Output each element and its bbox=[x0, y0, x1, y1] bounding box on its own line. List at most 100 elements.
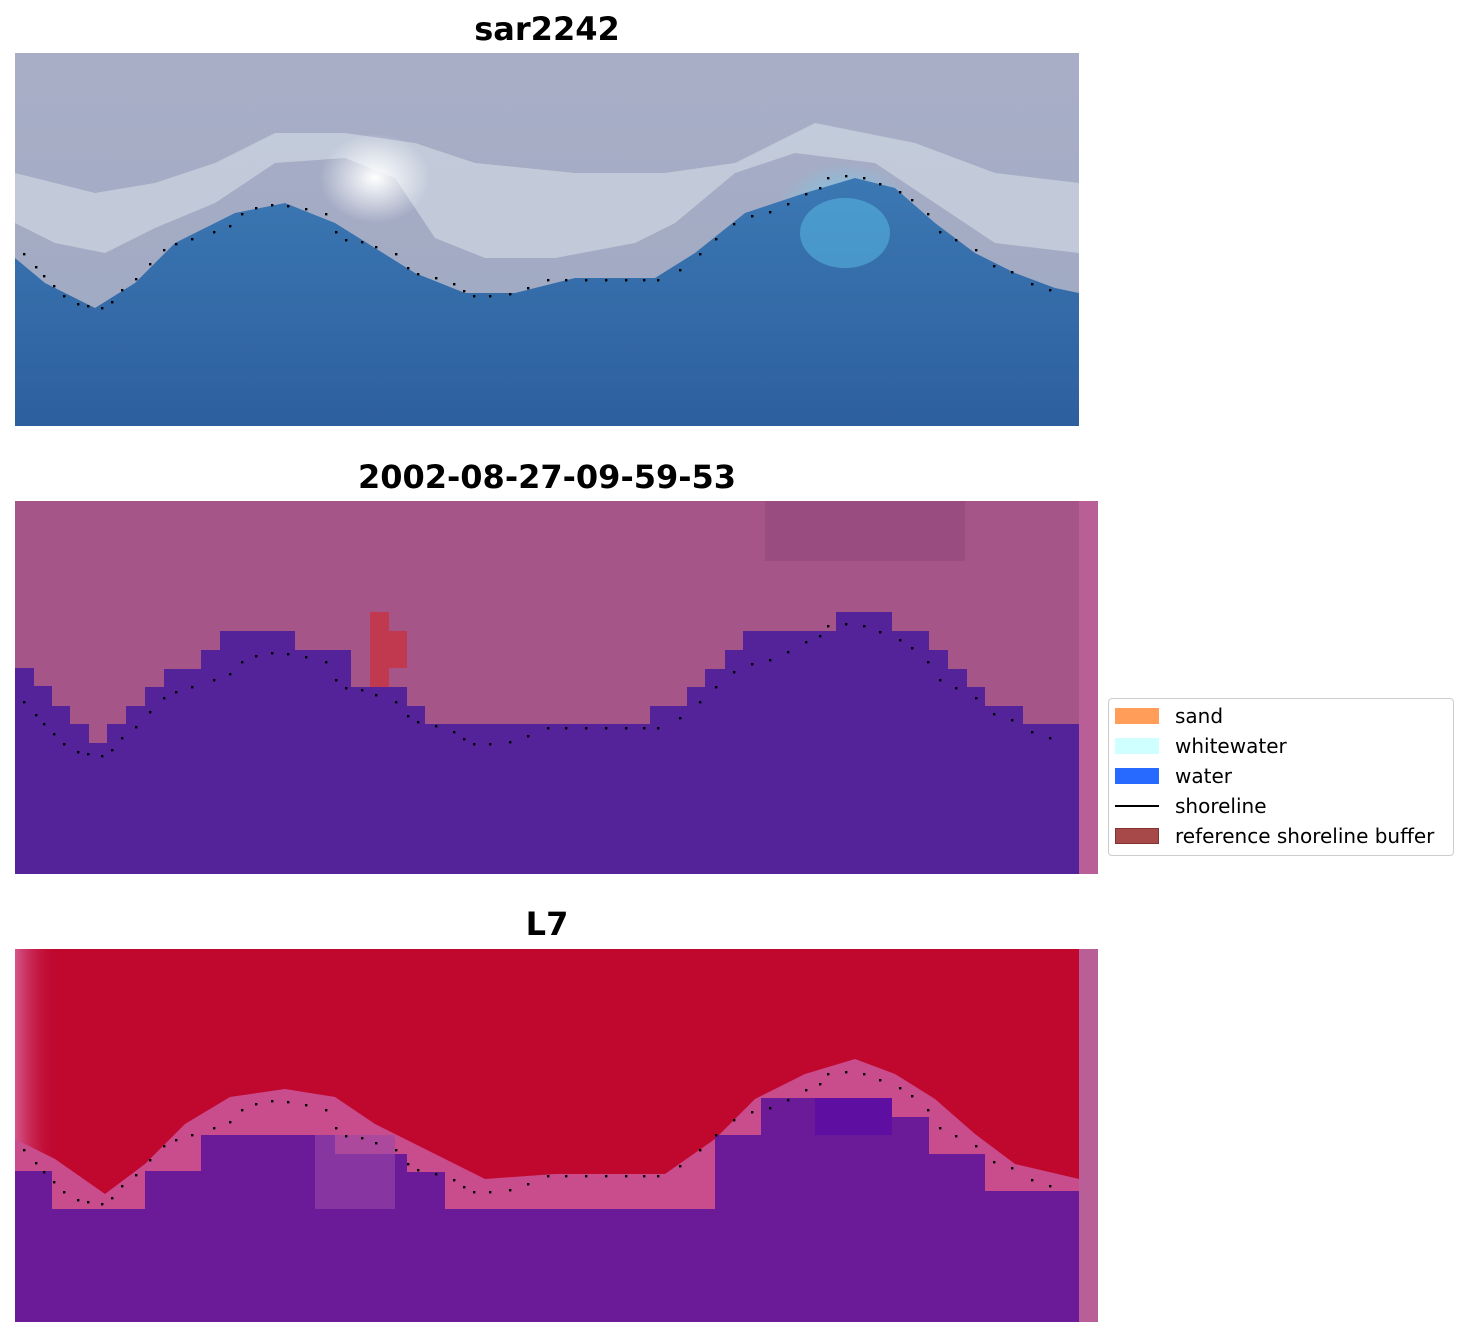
shoreline-point bbox=[643, 727, 646, 730]
shoreline-dots bbox=[23, 623, 1052, 758]
shoreline-point bbox=[345, 239, 348, 242]
shoreline-point bbox=[911, 647, 914, 650]
shoreline-point bbox=[1011, 271, 1014, 274]
shoreline-point bbox=[287, 205, 290, 208]
shoreline-point bbox=[625, 279, 628, 282]
shoreline-point bbox=[407, 1163, 410, 1166]
shoreline-dots bbox=[23, 175, 1052, 310]
shoreline-point bbox=[769, 211, 772, 214]
shoreline-point bbox=[699, 253, 702, 256]
shoreline-point bbox=[121, 1185, 124, 1188]
shoreline-point bbox=[547, 1175, 550, 1178]
shoreline-point bbox=[77, 1199, 80, 1202]
shoreline-point bbox=[149, 1159, 152, 1162]
shoreline-point bbox=[975, 697, 978, 700]
shoreline-point bbox=[77, 303, 80, 306]
colorbar-strip bbox=[1079, 501, 1098, 874]
shoreline-point bbox=[271, 652, 274, 655]
legend: sand whitewater water shoreline referenc… bbox=[1108, 698, 1454, 856]
shoreline-point bbox=[565, 1175, 568, 1178]
shoreline-point bbox=[213, 1127, 216, 1130]
shoreline-point bbox=[733, 223, 736, 226]
shoreline-point bbox=[453, 1179, 456, 1182]
shoreline-point bbox=[899, 1087, 902, 1090]
shoreline-point bbox=[175, 691, 178, 694]
shoreline-point bbox=[35, 1162, 38, 1165]
shoreline-point bbox=[863, 1073, 866, 1076]
shoreline-point bbox=[845, 175, 848, 178]
shoreline-point bbox=[819, 1083, 822, 1086]
shoreline-point bbox=[699, 701, 702, 704]
shoreline-point bbox=[191, 238, 194, 241]
shoreline-point bbox=[229, 1121, 232, 1124]
shoreline-point bbox=[845, 623, 848, 626]
shoreline-point bbox=[927, 661, 930, 664]
shoreline-point bbox=[715, 238, 718, 241]
shoreline-point bbox=[787, 203, 790, 206]
shoreline-point bbox=[43, 723, 46, 726]
shoreline-point bbox=[395, 253, 398, 256]
shoreline-point bbox=[111, 749, 114, 752]
shoreline-point bbox=[787, 651, 790, 654]
shoreline-point bbox=[955, 1135, 958, 1138]
shoreline-point bbox=[135, 726, 138, 729]
shoreline-point bbox=[585, 1175, 588, 1178]
shoreline-point bbox=[241, 1109, 244, 1112]
shoreline-point bbox=[43, 275, 46, 278]
shoreline-point bbox=[121, 289, 124, 292]
shoreline-point bbox=[63, 295, 66, 298]
shoreline-point bbox=[305, 208, 308, 211]
classified-image-panel bbox=[15, 501, 1079, 874]
shoreline-point bbox=[255, 1103, 258, 1106]
shoreline-point bbox=[879, 183, 882, 186]
shoreline-point bbox=[509, 741, 512, 744]
shoreline-point bbox=[605, 279, 608, 282]
shoreline-point bbox=[325, 661, 328, 664]
shoreline-point bbox=[287, 653, 290, 656]
shoreline-point bbox=[509, 293, 512, 296]
shoreline-point bbox=[879, 631, 882, 634]
shoreline-point bbox=[135, 278, 138, 281]
shoreline-point bbox=[1049, 289, 1052, 292]
shoreline-point bbox=[993, 265, 996, 268]
shoreline-point bbox=[407, 715, 410, 718]
legend-item-reference-buffer: reference shoreline buffer bbox=[1115, 823, 1434, 849]
shoreline-point bbox=[407, 267, 410, 270]
legend-label: shoreline bbox=[1175, 794, 1267, 818]
shoreline-point bbox=[395, 701, 398, 704]
shoreline-point bbox=[53, 1181, 56, 1184]
shoreline-point bbox=[335, 1127, 338, 1130]
shoreline-point bbox=[149, 711, 152, 714]
shoreline-point bbox=[547, 279, 550, 282]
shoreline-point bbox=[679, 269, 682, 272]
shoreline-point bbox=[827, 625, 830, 628]
shoreline-point bbox=[395, 1149, 398, 1152]
shoreline-point bbox=[43, 1171, 46, 1174]
panel-title-index: L7 bbox=[525, 905, 569, 943]
shoreline-point bbox=[453, 731, 456, 734]
shoreline-point bbox=[473, 743, 476, 746]
shoreline-point bbox=[585, 727, 588, 730]
shoreline-point bbox=[819, 187, 822, 190]
shoreline-point bbox=[879, 1079, 882, 1082]
sand-swatch-icon bbox=[1115, 708, 1159, 724]
shoreline-point bbox=[325, 1109, 328, 1112]
shoreline-point bbox=[335, 679, 338, 682]
shoreline-point bbox=[699, 1149, 702, 1152]
legend-label: reference shoreline buffer bbox=[1175, 824, 1435, 848]
shoreline-point bbox=[435, 277, 438, 280]
shoreline-point bbox=[751, 1111, 754, 1114]
shoreline-point bbox=[805, 193, 808, 196]
shoreline-point bbox=[23, 701, 26, 704]
shoreline-point bbox=[733, 671, 736, 674]
legend-label: sand bbox=[1175, 704, 1224, 728]
rgb-image-panel bbox=[15, 53, 1079, 426]
shoreline-point bbox=[23, 253, 26, 256]
shoreline-point bbox=[241, 213, 244, 216]
shoreline-point bbox=[805, 641, 808, 644]
shoreline-point bbox=[1011, 719, 1014, 722]
shoreline-point bbox=[643, 279, 646, 282]
shoreline-point bbox=[939, 679, 942, 682]
shoreline-point bbox=[733, 1119, 736, 1122]
shoreline-point bbox=[453, 283, 456, 286]
